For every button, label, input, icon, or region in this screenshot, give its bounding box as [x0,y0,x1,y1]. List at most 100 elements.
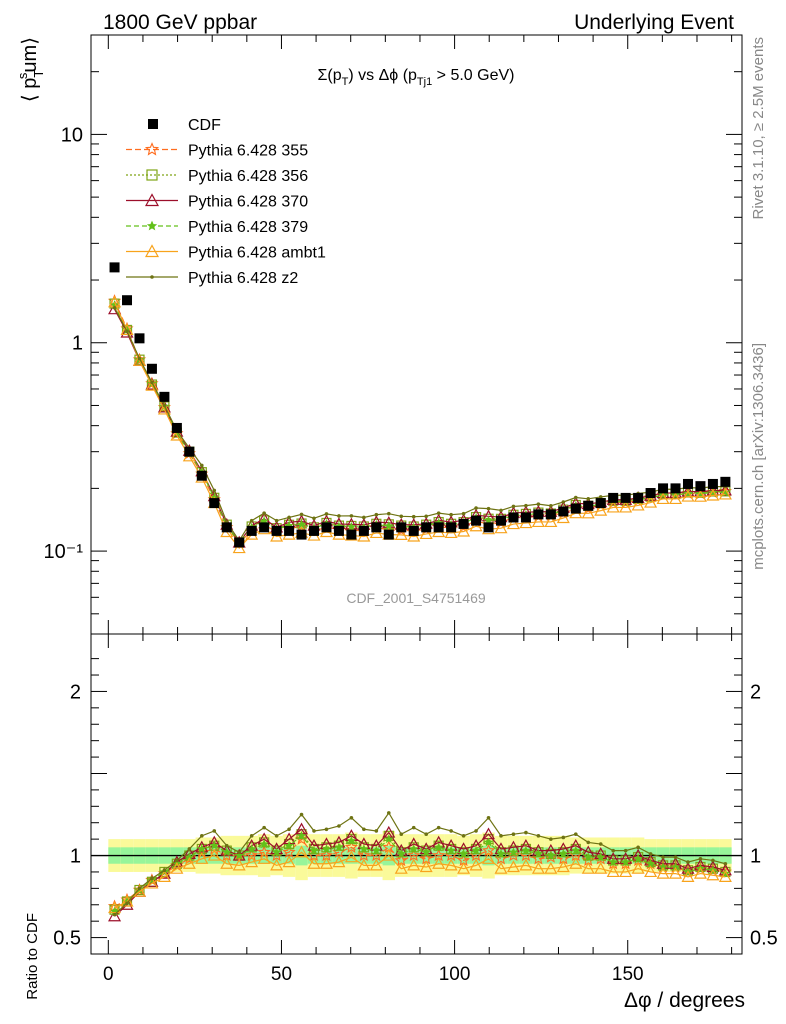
data-point [594,503,608,516]
cdf-data-point [159,391,170,402]
data-point [157,870,171,882]
data-point [144,193,160,207]
data-point [561,500,566,504]
data-point [461,511,466,516]
data-point [349,815,354,820]
cdf-data-point [358,525,369,536]
data-point [224,843,229,848]
data-point [187,847,192,851]
data-point [108,909,122,922]
x-tick-label: 100 [439,964,471,985]
cdf-data-point [508,512,519,523]
data-point [511,504,516,509]
data-point [620,857,631,867]
data-point [270,858,284,871]
data-point [506,517,520,530]
data-point [112,305,117,310]
cdf-data-point [134,333,145,344]
data-point [508,847,519,857]
data-point [274,518,279,523]
cdf-data-point [221,522,232,533]
data-point [386,811,391,815]
y-tick-label: 1 [72,333,83,355]
ratio-data-layer [107,811,732,922]
data-point [170,861,184,874]
data-point [648,852,653,856]
data-point [458,848,469,858]
data-point [483,515,494,525]
ratio-y-tick-label: 2 [70,681,81,703]
cdf-data-point [396,522,407,533]
data-point [494,861,508,874]
data-point [606,865,620,878]
cdf-data-point [184,446,195,457]
data-point [249,518,254,523]
main-axis-ticks: 10⁻¹ 1 10 [44,34,742,635]
mcplots-label: mcplots.cern.ch [arXiv:1306.3436] [750,343,767,570]
data-point [324,827,329,832]
data-point [549,837,553,841]
cdf-data-point [271,525,282,536]
data-point [112,912,117,917]
data-point [212,488,217,493]
data-point [499,834,503,838]
cdf-data-point [196,470,207,481]
data-point [257,852,271,864]
cdf-data-point [645,488,656,499]
data-point [284,840,294,850]
data-point [718,870,732,882]
data-point [195,852,209,864]
data-point [644,495,658,508]
data-point [449,512,453,517]
cdf-data-point [720,476,731,487]
data-point [720,487,731,497]
data-point [521,845,531,855]
cdf-data-point [446,522,457,533]
cdf-data-point [209,498,220,509]
data-point [644,865,658,878]
data-point [200,463,204,468]
header-right: Underlying Event [574,11,734,34]
data-point [399,832,404,837]
data-point [669,492,683,505]
data-point [494,521,508,534]
data-point [411,514,416,519]
data-point [337,824,341,828]
data-point [344,850,358,863]
data-point [673,855,678,859]
data-point [596,852,606,862]
legend-label: CDF [188,117,221,134]
cdf-data-point [620,492,631,503]
data-point [506,860,520,873]
data-point [150,380,154,385]
main-data-layer [107,262,732,554]
ratio-y-tick-label: 0.5 [53,928,81,950]
data-point [619,500,633,513]
data-point [259,839,269,849]
cdf-data-point [333,525,344,536]
data-point [711,858,715,863]
data-point [146,169,158,181]
data-point [544,515,558,528]
legend: CDF Pythia 6.428 355 Pythia 6.428 356 Pythi… [126,117,326,287]
cdf-data-point [234,537,245,548]
data-point [374,512,379,517]
data-point [457,524,471,537]
data-point [549,503,553,508]
ratio-series-pythia-6-428-ambt1 [108,845,732,914]
ratio-plot-frame [90,633,743,955]
data-point [245,855,259,868]
data-point [573,495,578,500]
data-point [623,848,628,853]
data-point [469,858,483,871]
data-point [409,844,419,853]
data-point [482,852,496,864]
cdf-data-point [558,506,569,517]
cdf-data-point [296,529,307,540]
data-point [295,845,309,858]
cdf-data-point [383,529,394,540]
data-point [146,220,158,231]
data-point [246,844,257,853]
cdf-data-point [408,525,419,536]
legend-label: Pythia 6.428 355 [188,143,308,160]
